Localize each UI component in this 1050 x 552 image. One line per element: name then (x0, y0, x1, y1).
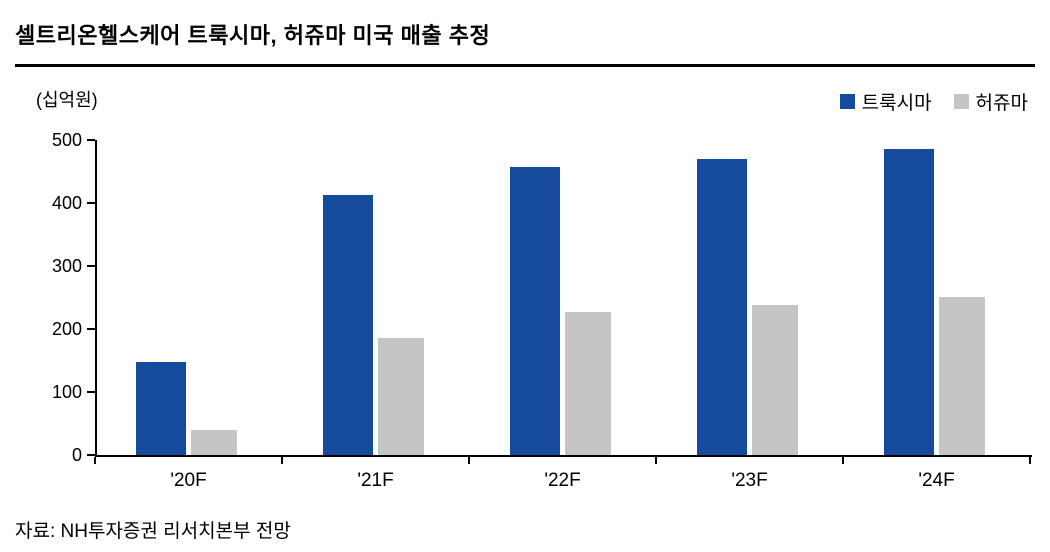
x-category-label: '22F (544, 470, 581, 491)
x-category-label: '21F (357, 470, 394, 491)
x-tick-mark (655, 457, 657, 464)
plot-area (95, 140, 1032, 457)
legend-swatch-icon (839, 94, 855, 109)
bar-truxima (323, 194, 373, 455)
bar-truxima (884, 149, 934, 455)
y-tick-label: 0 (71, 445, 82, 465)
bar-truxima (136, 361, 186, 455)
bar-herzuma (191, 429, 237, 455)
legend-item-herzuma: 허쥬마 (953, 88, 1028, 115)
bar-truxima (697, 158, 747, 455)
x-tick-mark (94, 457, 96, 464)
y-tick-mark (87, 139, 95, 141)
legend-item-truxima: 트룩시마 (839, 88, 932, 115)
bar-herzuma (378, 338, 424, 455)
bar-herzuma (565, 311, 611, 455)
y-tick-label: 500 (51, 130, 82, 150)
y-tick-label: 300 (51, 256, 82, 276)
x-category-label: '24F (918, 470, 955, 491)
bar-herzuma (939, 296, 985, 455)
x-tick-mark (281, 457, 283, 464)
y-tick-mark (87, 454, 95, 456)
bar-herzuma (752, 305, 798, 455)
legend-label: 허쥬마 (975, 93, 1028, 114)
y-tick-mark (87, 265, 95, 267)
chart-title: 셀트리온헬스케어 트룩시마, 허쥬마 미국 매출 추정 (15, 18, 1035, 67)
x-tick-mark (468, 457, 470, 464)
y-tick-mark (87, 202, 95, 204)
x-tick-mark (1029, 457, 1031, 464)
legend-label: 트룩시마 (861, 93, 932, 114)
y-tick-label: 400 (51, 193, 82, 213)
bar-truxima (510, 167, 560, 455)
y-tick-label: 200 (51, 319, 82, 339)
source-note: 자료: NH투자증권 리서치본부 전망 (15, 521, 291, 542)
y-tick-label: 100 (51, 382, 82, 402)
legend-swatch-icon (953, 94, 969, 109)
legend: 트룩시마 허쥬마 (839, 88, 1028, 115)
y-axis-unit-label: (십억원) (36, 90, 98, 110)
x-category-label: '23F (731, 470, 768, 491)
y-tick-mark (87, 328, 95, 330)
y-tick-mark (87, 391, 95, 393)
x-tick-mark (842, 457, 844, 464)
x-category-label: '20F (170, 470, 207, 491)
